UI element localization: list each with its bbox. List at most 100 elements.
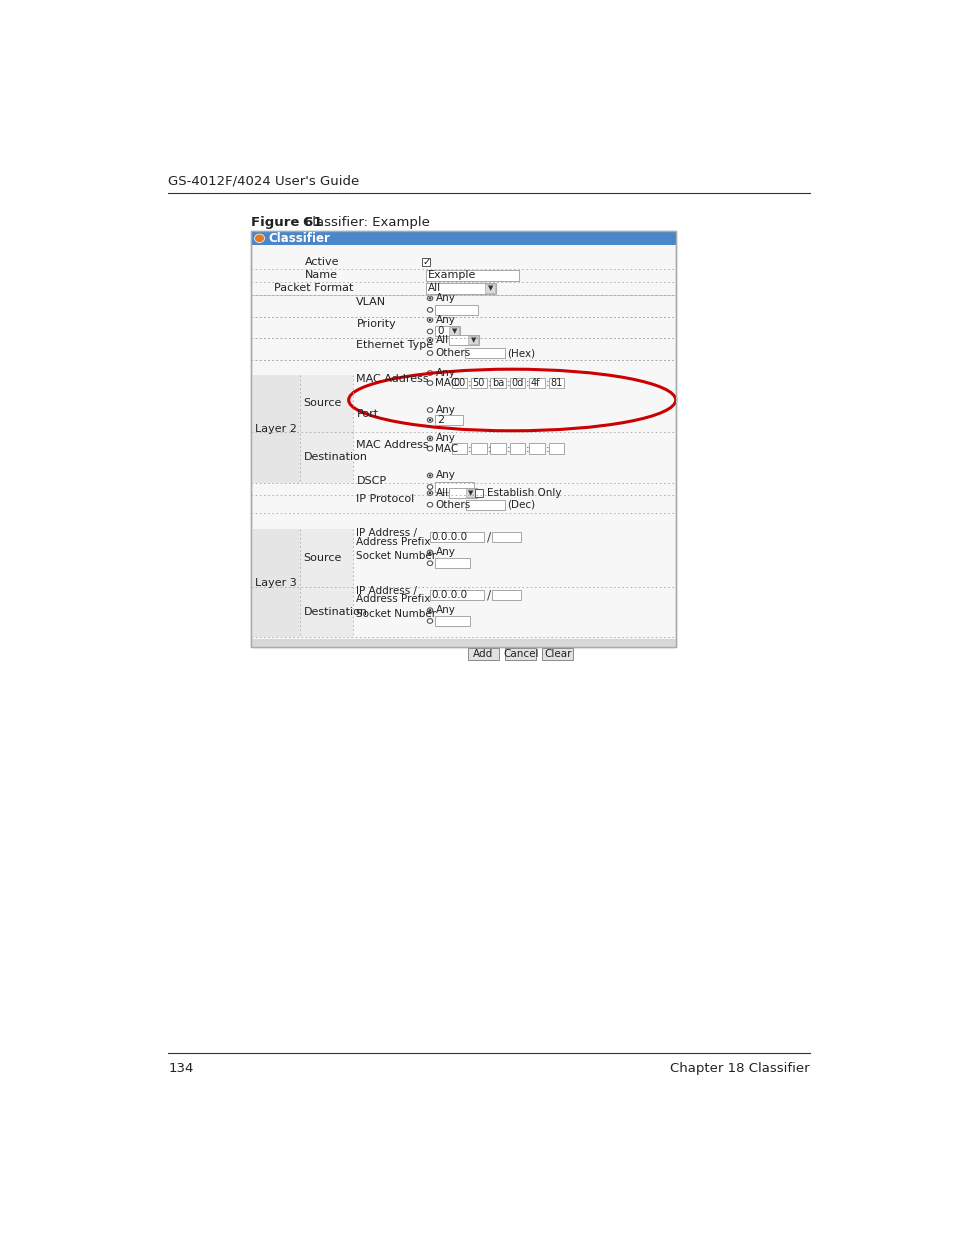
Text: Any: Any (435, 433, 455, 443)
Bar (471, 443, 486, 453)
Text: IP Address /: IP Address / (356, 529, 417, 538)
Text: Any: Any (435, 605, 455, 615)
Text: Address Prefix: Address Prefix (356, 594, 431, 604)
Ellipse shape (427, 490, 433, 495)
Ellipse shape (427, 337, 433, 342)
Ellipse shape (427, 380, 433, 385)
Bar (529, 378, 544, 388)
Text: Destination: Destination (303, 452, 367, 462)
Ellipse shape (427, 408, 433, 412)
Text: 0d: 0d (511, 378, 523, 388)
Ellipse shape (427, 351, 433, 356)
Text: :: : (468, 443, 471, 453)
Text: 0.0.0.0: 0.0.0.0 (431, 590, 467, 600)
Ellipse shape (428, 298, 431, 300)
Text: Layer 3: Layer 3 (254, 578, 296, 588)
Text: ▼: ▼ (487, 285, 493, 291)
Bar (299, 431, 353, 483)
Text: 81: 81 (550, 378, 562, 388)
Ellipse shape (427, 608, 433, 613)
Text: All: All (427, 283, 440, 294)
Ellipse shape (427, 308, 433, 312)
Text: All: All (435, 488, 448, 498)
Text: Clear: Clear (543, 650, 571, 659)
Text: Any: Any (435, 368, 455, 378)
Text: Any: Any (435, 547, 455, 557)
Text: :: : (545, 378, 549, 388)
Text: Cancel: Cancel (502, 650, 537, 659)
Text: Any: Any (435, 294, 455, 304)
Text: Source: Source (303, 553, 342, 563)
Bar (430, 532, 484, 542)
Ellipse shape (427, 317, 433, 322)
Bar (505, 648, 536, 661)
Bar (452, 378, 467, 388)
Ellipse shape (427, 561, 433, 566)
Bar (251, 231, 675, 647)
Bar (468, 336, 477, 345)
Bar (542, 648, 573, 661)
Text: 00: 00 (453, 378, 465, 388)
Text: IP Address /: IP Address / (356, 585, 417, 597)
Text: MAC: MAC (435, 443, 458, 453)
Ellipse shape (428, 419, 431, 421)
Text: :: : (468, 378, 471, 388)
Text: Others: Others (435, 348, 470, 358)
Text: :: : (506, 378, 510, 388)
Ellipse shape (427, 619, 433, 624)
Text: :: : (506, 443, 510, 453)
Bar (465, 489, 476, 498)
Bar (449, 327, 459, 336)
Bar (492, 590, 521, 600)
Text: Layer 2: Layer 2 (254, 425, 296, 435)
Bar (435, 558, 470, 568)
Ellipse shape (254, 235, 264, 242)
Text: IP Protocol: IP Protocol (356, 494, 415, 504)
Text: Classifier: Example: Classifier: Example (303, 216, 430, 230)
Bar (299, 587, 353, 637)
Ellipse shape (428, 474, 431, 477)
Text: 0.0.0.0: 0.0.0.0 (431, 532, 467, 542)
Text: Packet Format: Packet Format (274, 283, 354, 294)
Bar (430, 590, 484, 600)
Text: Port: Port (356, 409, 378, 419)
Ellipse shape (428, 437, 431, 440)
Text: Destination: Destination (303, 608, 367, 618)
Text: Socket Number: Socket Number (356, 609, 436, 619)
Text: Establish Only: Establish Only (486, 488, 560, 498)
Text: ▼: ▼ (470, 337, 476, 343)
Bar (484, 284, 495, 293)
Bar (548, 443, 563, 453)
Bar (251, 530, 299, 637)
Ellipse shape (428, 372, 431, 374)
Ellipse shape (427, 484, 433, 489)
Bar (475, 489, 482, 496)
Bar (468, 648, 498, 661)
Text: Figure 61: Figure 61 (251, 216, 322, 230)
Text: ▼: ▼ (452, 329, 457, 335)
Text: Any: Any (435, 471, 455, 480)
Text: (Hex): (Hex) (507, 348, 535, 358)
Ellipse shape (427, 503, 433, 508)
Bar (464, 348, 505, 358)
Bar (529, 443, 544, 453)
Text: 134: 134 (168, 1062, 193, 1074)
Bar (426, 270, 518, 280)
Text: /: / (486, 588, 491, 601)
Ellipse shape (427, 436, 433, 441)
Text: (Dec): (Dec) (507, 500, 535, 510)
Text: Ethernet Type: Ethernet Type (356, 341, 433, 351)
Ellipse shape (427, 473, 433, 478)
Text: Others: Others (435, 500, 470, 510)
Text: MAC: MAC (435, 378, 458, 388)
Text: Active: Active (305, 257, 339, 267)
Bar (251, 375, 299, 483)
Text: 0: 0 (436, 326, 443, 336)
Bar (435, 415, 462, 425)
Bar (509, 443, 525, 453)
Ellipse shape (428, 492, 431, 494)
Text: /: / (486, 531, 491, 543)
Ellipse shape (427, 417, 433, 422)
Text: DSCP: DSCP (356, 475, 386, 485)
Bar (426, 283, 496, 294)
